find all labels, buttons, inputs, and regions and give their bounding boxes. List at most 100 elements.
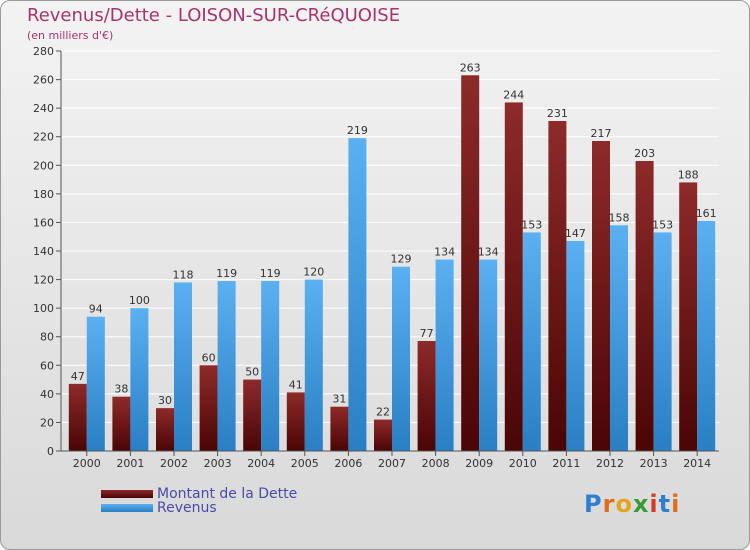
- legend-label-debt: Montant de la Dette: [157, 486, 298, 502]
- x-tick-label: 2009: [465, 457, 493, 470]
- bar-revenus: [522, 232, 541, 451]
- data-label-dette: 231: [547, 107, 568, 120]
- bar-revenus: [392, 266, 410, 451]
- logo-letter: P: [584, 490, 603, 518]
- x-tick-label: 2008: [422, 457, 450, 470]
- bar-revenus: [653, 232, 672, 451]
- data-label-dette: 188: [678, 168, 699, 181]
- bar-revenus: [479, 259, 498, 451]
- bar-revenus: [217, 281, 236, 451]
- chart-subtitle: (en milliers d'€): [27, 29, 114, 42]
- data-label-dette: 47: [71, 370, 85, 383]
- logo-letter: o: [615, 490, 633, 518]
- data-label-dette: 31: [332, 393, 346, 406]
- data-label-revenus: 134: [434, 246, 455, 259]
- data-label-revenus: 129: [391, 253, 412, 266]
- bar-revenus: [348, 138, 367, 451]
- data-label-revenus: 119: [260, 267, 281, 280]
- bar-dette: [199, 365, 218, 451]
- data-label-dette: 50: [245, 366, 259, 379]
- data-label-revenus: 100: [129, 294, 150, 307]
- bar-dette: [504, 102, 523, 451]
- y-tick-label: 240: [33, 102, 54, 115]
- bar-dette: [461, 75, 480, 452]
- bar-revenus: [566, 241, 585, 451]
- chart-title: Revenus/Dette - LOISON-SUR-CRéQUOISE: [27, 5, 401, 26]
- bar-revenus: [130, 308, 149, 451]
- y-tick-label: 280: [33, 45, 54, 58]
- data-label-revenus: 153: [652, 218, 673, 231]
- x-tick-label: 2007: [378, 457, 406, 470]
- data-label-dette: 22: [376, 406, 390, 419]
- y-tick-label: 80: [40, 331, 54, 344]
- data-label-revenus: 158: [609, 211, 630, 224]
- bar-dette: [112, 396, 131, 451]
- data-label-revenus: 147: [565, 227, 586, 240]
- bar-dette: [330, 406, 349, 451]
- y-tick-label: 180: [33, 188, 54, 201]
- bar-dette: [548, 121, 567, 451]
- y-tick-label: 140: [33, 245, 54, 258]
- y-tick-label: 20: [40, 416, 54, 429]
- x-tick-label: 2005: [291, 457, 319, 470]
- legend-swatch-revenus: [101, 504, 153, 512]
- x-tick-label: 2013: [640, 457, 668, 470]
- y-tick-label: 220: [33, 131, 54, 144]
- legend-label-revenus: Revenus: [157, 500, 217, 516]
- data-label-revenus: 118: [173, 268, 194, 281]
- y-tick-label: 120: [33, 274, 54, 287]
- y-tick-label: 0: [47, 445, 54, 458]
- data-label-dette: 263: [460, 61, 481, 74]
- x-tick-label: 2004: [247, 457, 275, 470]
- x-tick-label: 2001: [116, 457, 144, 470]
- data-label-dette: 38: [114, 383, 128, 396]
- bar-revenus: [610, 225, 628, 451]
- bar-dette: [286, 392, 305, 451]
- data-label-dette: 217: [591, 127, 612, 140]
- data-label-dette: 41: [289, 378, 303, 391]
- x-tick-label: 2000: [73, 457, 101, 470]
- bar-dette: [417, 341, 436, 451]
- x-tick-label: 2012: [596, 457, 624, 470]
- data-label-revenus: 219: [347, 124, 368, 137]
- data-label-dette: 60: [202, 351, 216, 364]
- x-tick-label: 2006: [334, 457, 362, 470]
- bar-revenus: [697, 221, 716, 451]
- y-tick-label: 40: [40, 388, 54, 401]
- logo-letter: x: [632, 490, 650, 518]
- bar-dette: [243, 379, 262, 451]
- logo-letter: i: [671, 490, 681, 518]
- bar-dette: [679, 182, 698, 451]
- data-label-dette: 244: [503, 88, 524, 101]
- data-label-revenus: 120: [303, 266, 324, 279]
- bar-revenus: [304, 279, 323, 451]
- bar-revenus: [174, 282, 192, 451]
- data-label-revenus: 94: [89, 303, 103, 316]
- y-tick-label: 200: [33, 159, 54, 172]
- data-label-dette: 30: [158, 394, 172, 407]
- data-label-revenus: 153: [521, 218, 542, 231]
- y-tick-label: 260: [33, 74, 54, 87]
- y-tick-label: 160: [33, 216, 54, 229]
- data-label-revenus: 134: [478, 246, 499, 259]
- y-tick-label: 60: [40, 359, 54, 372]
- x-tick-label: 2014: [683, 457, 711, 470]
- x-tick-label: 2002: [160, 457, 188, 470]
- x-tick-label: 2010: [509, 457, 537, 470]
- bar-dette: [374, 419, 392, 451]
- bar-dette: [156, 408, 174, 451]
- data-label-dette: 77: [420, 327, 434, 340]
- bar-dette: [68, 383, 87, 451]
- bar-dette: [592, 141, 610, 451]
- logo-letter: r: [602, 490, 616, 518]
- data-label-revenus: 119: [216, 267, 237, 280]
- y-tick-label: 100: [33, 302, 54, 315]
- bar-revenus: [435, 259, 454, 451]
- proxiti-logo: Proxiti: [584, 490, 680, 518]
- x-tick-label: 2003: [204, 457, 232, 470]
- data-label-dette: 203: [634, 147, 655, 160]
- logo-letter: i: [649, 490, 659, 518]
- bar-revenus: [261, 281, 280, 451]
